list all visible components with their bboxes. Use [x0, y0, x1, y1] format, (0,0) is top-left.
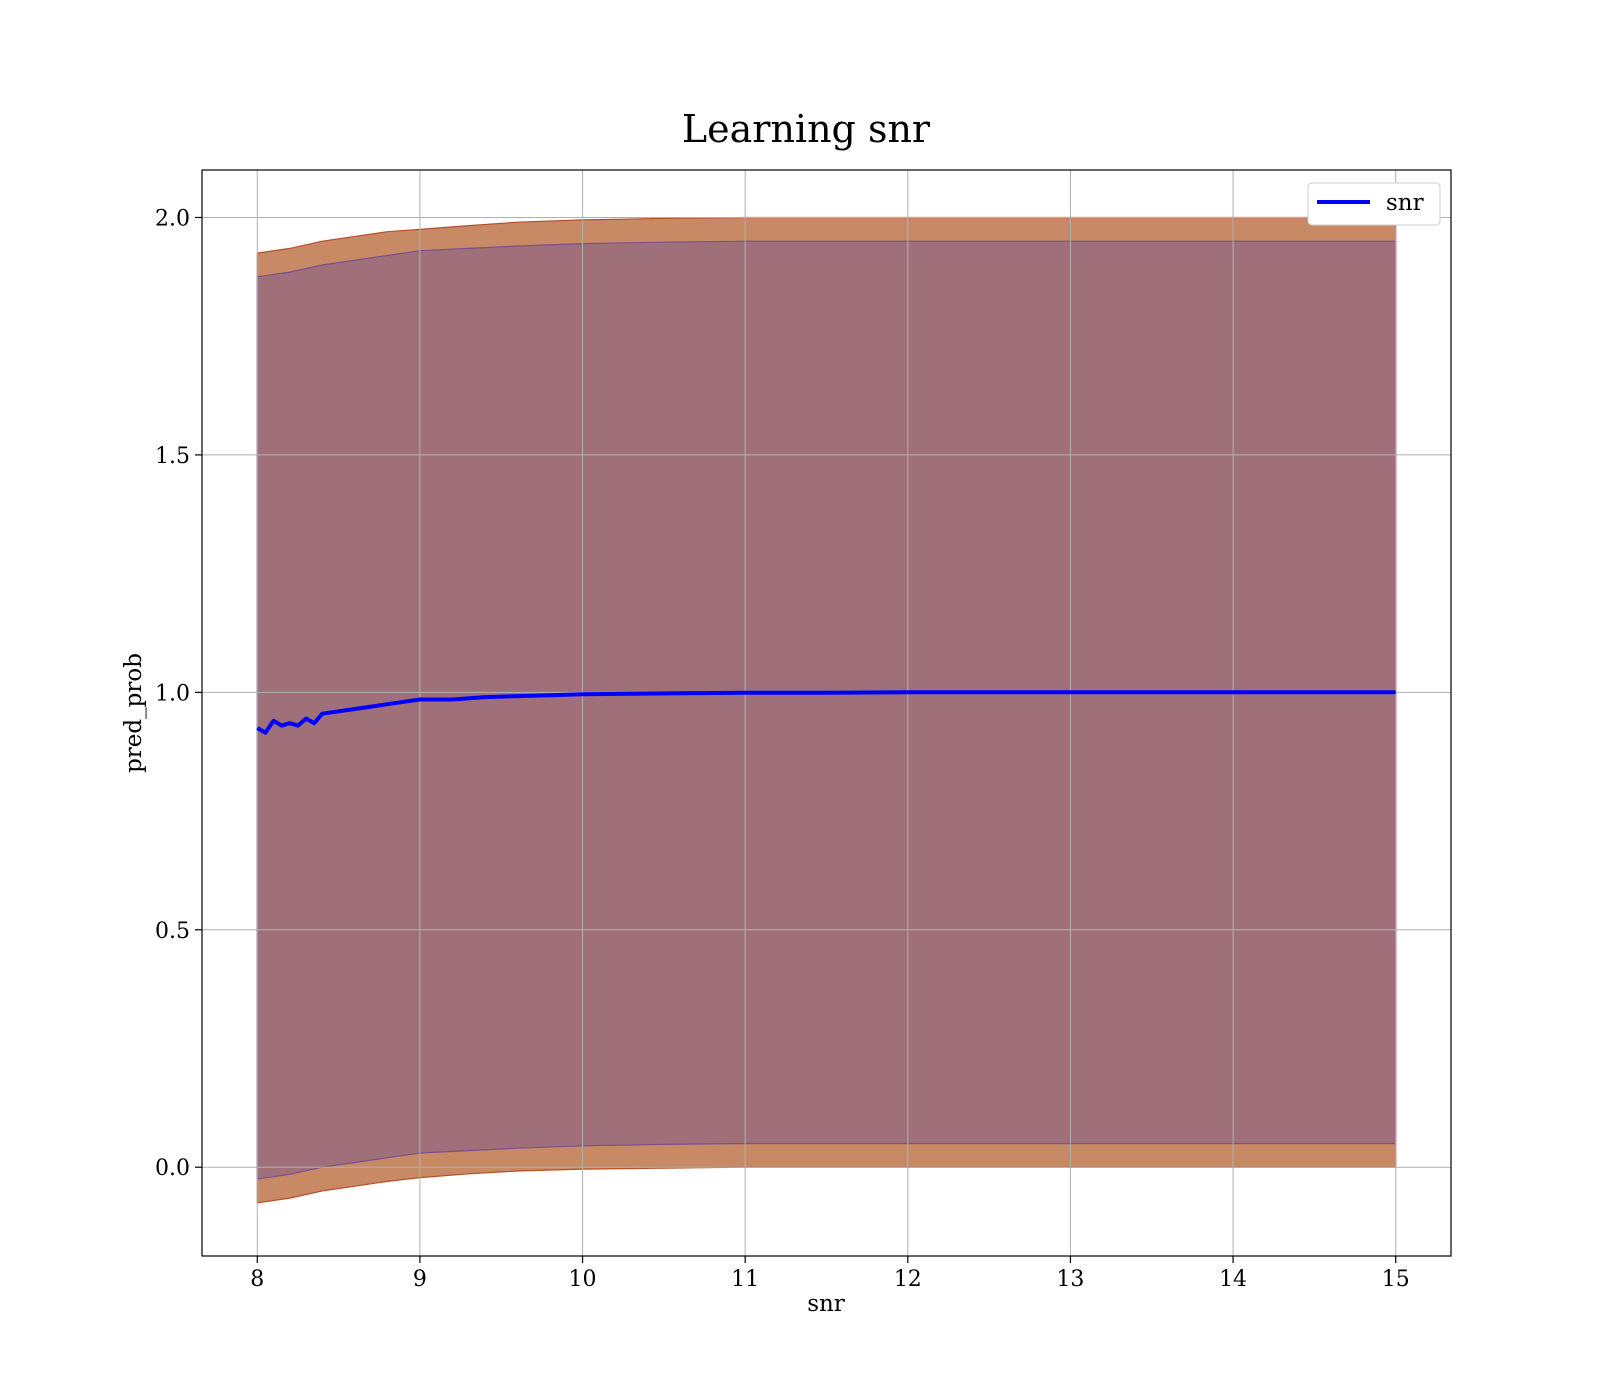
- ticks-layer: 8 9 10 11 12 13 14 15 0.0 0.5 1.0 1.5 2.0: [155, 206, 1410, 1292]
- y-tick-label: 1.5: [155, 444, 190, 469]
- y-tick-label: 1.0: [155, 681, 190, 706]
- plot-frame: [201, 169, 1452, 1257]
- x-tick-label: 11: [731, 1267, 759, 1292]
- x-tick-label: 15: [1382, 1267, 1410, 1292]
- legend: snr: [1307, 182, 1441, 226]
- x-tick-label: 10: [569, 1267, 597, 1292]
- x-tick-label: 14: [1219, 1267, 1247, 1292]
- y-axis-label: pred_prob: [121, 653, 147, 773]
- y-tick-label: 0.0: [155, 1156, 190, 1181]
- x-tick-label: 13: [1056, 1267, 1084, 1292]
- lines-layer: [256, 690, 1396, 735]
- y-tick-label: 2.0: [155, 206, 190, 231]
- y-tick-label: 0.5: [155, 919, 190, 944]
- legend-label: snr: [1386, 190, 1424, 216]
- x-axis-label: snr: [807, 1291, 845, 1317]
- bands-layer: [256, 216, 1397, 1204]
- legend-box: [1307, 182, 1441, 226]
- x-tick-label: 8: [250, 1267, 264, 1292]
- series-line-snr: [256, 690, 1396, 735]
- x-tick-label: 9: [413, 1267, 427, 1292]
- chart-title: Learning snr: [682, 107, 931, 151]
- confidence-band-2: [256, 240, 1397, 1180]
- x-tick-label: 12: [894, 1267, 922, 1292]
